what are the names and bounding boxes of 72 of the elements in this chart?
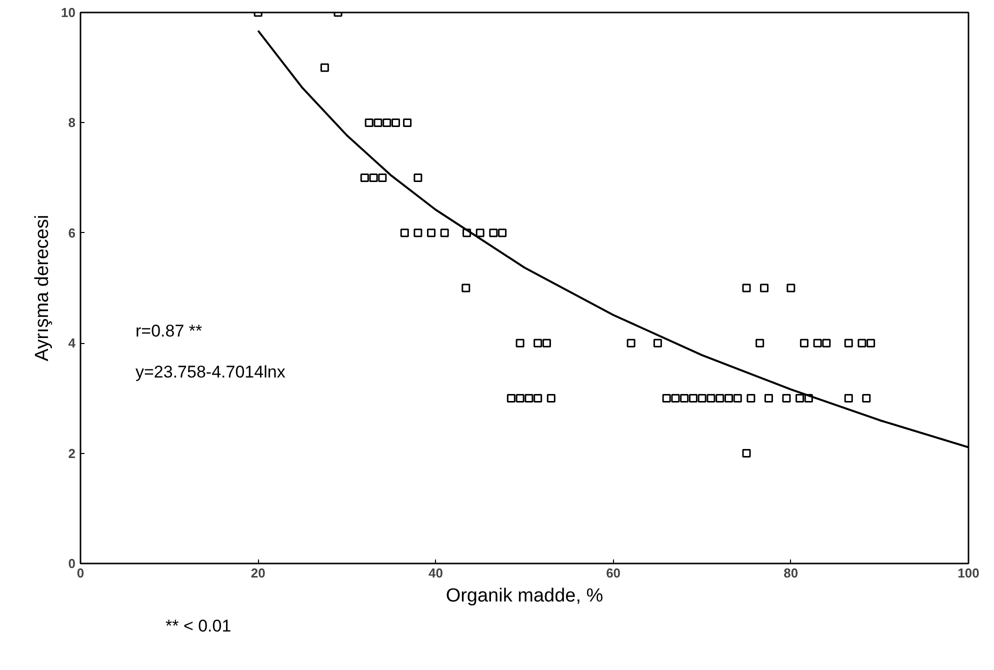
point: [764, 394, 773, 402]
point: [844, 338, 853, 348]
point: [862, 394, 871, 402]
point: [462, 284, 470, 292]
point: [626, 338, 636, 348]
point: [542, 338, 551, 348]
point: [760, 284, 769, 292]
y-axis-title: Ayrışma derecesi: [32, 214, 54, 362]
point: [813, 338, 822, 348]
point: [369, 174, 378, 182]
point: [724, 394, 733, 402]
point: [688, 394, 698, 402]
y-tick-label: 4: [68, 336, 76, 351]
point: [391, 118, 400, 127]
point: [680, 394, 689, 402]
point: [546, 394, 556, 402]
y-tick-label: 2: [68, 446, 76, 461]
y-tick-label: 6: [68, 225, 76, 240]
point: [746, 394, 756, 402]
point: [427, 228, 436, 238]
point: [800, 338, 808, 348]
point: [742, 284, 751, 292]
point: [524, 394, 534, 402]
point: [382, 118, 392, 127]
point: [440, 228, 449, 238]
x-tick-label: 100: [958, 566, 980, 580]
point: [320, 63, 329, 72]
point: [364, 118, 374, 127]
y-tick-label: 8: [68, 115, 76, 130]
point: [653, 338, 662, 348]
point: [516, 394, 524, 402]
point: [516, 338, 524, 348]
point: [796, 394, 804, 402]
point: [733, 394, 742, 402]
point: [804, 394, 813, 402]
point: [360, 174, 369, 182]
point: [476, 228, 484, 238]
x-tick-label: 40: [428, 566, 443, 580]
point: [782, 394, 791, 402]
x-tick-label: 60: [606, 566, 621, 580]
point: [822, 338, 831, 348]
point: [400, 228, 409, 238]
point: [698, 394, 706, 402]
point: [858, 338, 866, 348]
point: [534, 338, 542, 348]
point: [374, 118, 382, 127]
x-tick-label: 20: [250, 566, 266, 580]
point: [534, 394, 542, 402]
y-tick-label: 10: [61, 5, 76, 20]
x-axis-title: Organik madde, %: [446, 586, 604, 606]
y-tick-label: 0: [68, 556, 76, 571]
point: [706, 394, 716, 402]
point: [716, 394, 724, 402]
point: [844, 394, 853, 402]
point: [403, 118, 412, 127]
point: [414, 174, 422, 182]
point: [498, 228, 507, 238]
point: [662, 394, 671, 402]
point: [414, 228, 422, 238]
point: [489, 228, 498, 238]
point: [866, 338, 876, 348]
annotation: r=0.87 **: [136, 322, 203, 340]
point: [742, 449, 751, 458]
point: [756, 338, 764, 348]
x-tick-label: 80: [784, 566, 798, 580]
text: ** < 0.01: [166, 616, 232, 636]
point: [671, 394, 680, 402]
point: [786, 284, 796, 292]
annotation: y=23.758-4.7014lnx: [136, 362, 286, 382]
point: [462, 228, 472, 238]
point: [506, 394, 516, 402]
point: [378, 174, 387, 182]
